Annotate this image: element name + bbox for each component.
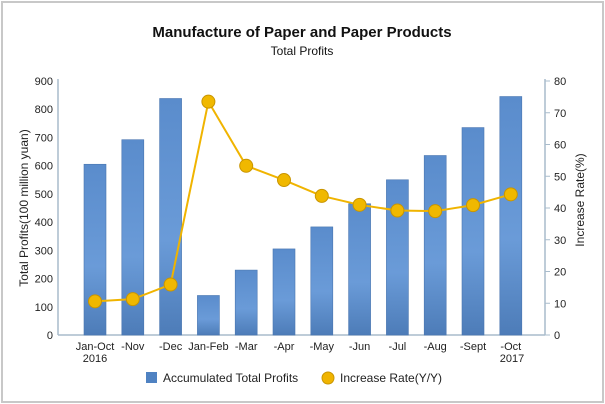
bar	[234, 269, 258, 336]
y2-tick-label: 50	[554, 171, 566, 183]
rate-point	[428, 204, 443, 219]
rate-point	[163, 277, 178, 292]
bar	[159, 98, 182, 336]
year-label-last: 2017	[500, 353, 524, 365]
x-tick-label: -Jun	[349, 341, 370, 353]
x-tick-label: -Sept	[460, 341, 486, 353]
x-tick-label: -Aug	[424, 341, 447, 353]
rate-point	[125, 292, 140, 307]
rate-point	[314, 188, 329, 203]
bar	[197, 295, 220, 336]
rate-point	[503, 187, 518, 202]
rate-point	[88, 294, 102, 309]
x-tick-label: -Dec	[159, 341, 183, 353]
x-tick-label: Jan-Feb	[188, 341, 228, 353]
y-tick-label: 500	[35, 189, 53, 201]
chart-subtitle: Total Profits	[271, 44, 334, 58]
bar	[83, 163, 107, 336]
year-label-first: 2016	[83, 353, 107, 365]
y-tick-label: 800	[35, 104, 53, 116]
y-tick-label: 100	[35, 302, 53, 314]
x-tick-label: -Apr	[274, 341, 295, 353]
y2-tick-label: 70	[554, 108, 566, 120]
y-axis-label: Total Profits(100 million yuan)	[17, 129, 31, 286]
y2-tick-label: 60	[554, 140, 566, 152]
y2-tick-label: 40	[554, 203, 566, 215]
y-tick-label: 300	[35, 245, 53, 257]
y-tick-label: 700	[35, 132, 53, 144]
y-tick-label: 400	[35, 217, 53, 229]
y2-tick-label: 30	[554, 235, 566, 247]
rate-point	[239, 158, 254, 173]
x-tick-label: -Jul	[389, 341, 407, 353]
y-tick-label: 900	[35, 76, 53, 88]
rate-point	[466, 198, 480, 213]
rate-point	[201, 94, 216, 109]
bar	[499, 96, 523, 336]
bar	[348, 203, 371, 336]
bar	[423, 155, 447, 336]
chart-title: Manufacture of Paper and Paper Products	[152, 24, 451, 41]
y-tick-label: 200	[35, 274, 53, 286]
rate-point	[277, 173, 291, 188]
legend-bar-label: Accumulated Total Profits	[163, 371, 298, 385]
y2-tick-label: 0	[554, 330, 560, 342]
x-tick-label: -May	[310, 341, 335, 353]
bar	[272, 248, 296, 336]
legend: Accumulated Total Profits Increase Rate(…	[146, 371, 442, 385]
y-tick-label: 0	[47, 330, 53, 342]
rate-point	[390, 203, 405, 218]
y2-axis-label: Increase Rate(%)	[573, 153, 587, 246]
legend-line-swatch	[321, 371, 335, 385]
bar	[310, 226, 334, 336]
y-tick-label: 600	[35, 161, 53, 173]
rate-point	[352, 197, 367, 212]
y2-tick-label: 10	[554, 298, 566, 310]
y2-tick-label: 80	[554, 76, 566, 88]
legend-bar-swatch	[146, 372, 157, 383]
legend-line-label: Increase Rate(Y/Y)	[340, 371, 442, 385]
x-tick-label: -Mar	[235, 341, 258, 353]
y2-tick-label: 20	[554, 267, 566, 279]
x-tick-label: -Oct	[500, 341, 521, 353]
bar	[121, 139, 145, 336]
bar	[461, 127, 485, 336]
bar	[386, 179, 409, 336]
x-tick-label: -Nov	[121, 341, 145, 353]
x-tick-label: Jan-Oct	[76, 341, 115, 353]
